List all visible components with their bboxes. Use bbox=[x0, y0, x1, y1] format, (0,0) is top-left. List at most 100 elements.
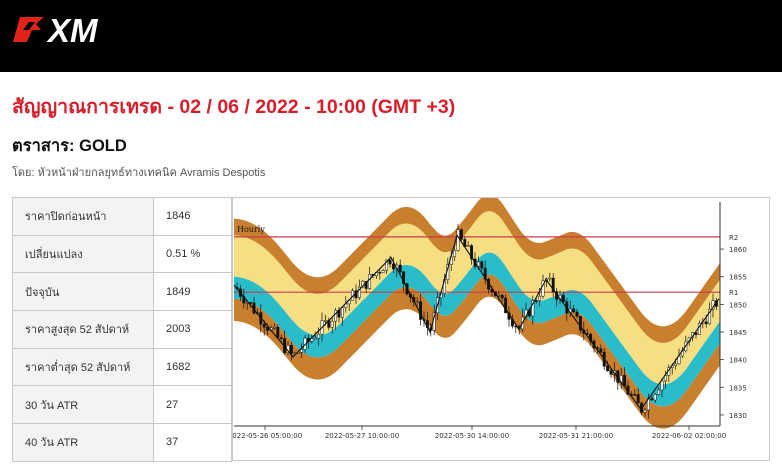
candle bbox=[388, 259, 392, 265]
candle bbox=[317, 333, 321, 339]
x-tick-label: 2022-05-27 10:00:00 bbox=[325, 432, 399, 440]
candle bbox=[276, 326, 280, 338]
stat-value: 2003 bbox=[153, 310, 232, 349]
candle bbox=[504, 297, 508, 314]
candle bbox=[534, 300, 538, 302]
y-tick-label: 1850 bbox=[729, 301, 747, 309]
table-row: ราคาสูงสุด 52 สัปดาห์ 2003 bbox=[12, 310, 232, 349]
table-row: ราคาปิดก่อนหน้า 1846 bbox=[12, 197, 232, 236]
y-tick-label: 1845 bbox=[729, 329, 747, 337]
candle bbox=[330, 320, 334, 328]
candle bbox=[572, 308, 576, 313]
candle bbox=[402, 271, 406, 284]
candle bbox=[289, 345, 293, 354]
zigzag-line bbox=[233, 233, 720, 411]
table-row: 40 วัน ATR 37 bbox=[12, 423, 232, 462]
page-title: สัญญาณการเทรด - 02 / 06 / 2022 - 10:00 (… bbox=[12, 96, 456, 118]
x-tick-label: 2022-05-30 14:00:00 bbox=[435, 432, 509, 440]
candle bbox=[674, 363, 678, 366]
stat-value: 1849 bbox=[153, 272, 232, 312]
candle bbox=[500, 294, 504, 299]
candle bbox=[657, 389, 661, 395]
candle bbox=[381, 270, 385, 273]
candle bbox=[643, 409, 647, 413]
candle bbox=[357, 286, 361, 299]
stat-value: 1846 bbox=[153, 197, 232, 236]
candle bbox=[548, 277, 552, 280]
candle bbox=[340, 307, 344, 318]
inner-upper-band bbox=[234, 233, 720, 385]
table-row: ราคาต่ำสุด 52 สัปดาห์ 1682 bbox=[12, 347, 232, 387]
candle bbox=[459, 229, 463, 240]
candle bbox=[323, 320, 327, 322]
xm-logo[interactable]: XM bbox=[10, 12, 130, 48]
candle bbox=[466, 245, 470, 247]
x-tick-label: 2022-06-02 02:00:00 bbox=[652, 432, 726, 440]
candle bbox=[415, 301, 419, 303]
candle bbox=[653, 394, 657, 401]
candle bbox=[483, 267, 487, 280]
candle bbox=[398, 264, 402, 273]
candle bbox=[456, 229, 460, 251]
stats-table: ราคาปิดก่อนหน้า 1846 เปลี่ยนแปลง 0.51 % … bbox=[12, 197, 232, 462]
stat-label: เปลี่ยนแปลง bbox=[12, 234, 154, 274]
y-tick-label: 1830 bbox=[729, 412, 747, 420]
stat-label: ราคาปิดก่อนหน้า bbox=[12, 197, 154, 236]
author-byline: โดย: หัวหน้าฝ่ายกลยุทธ์ทางเทคนิค Avramis… bbox=[12, 167, 266, 179]
x-tick-label: 2022-05-31 21:00:00 bbox=[539, 432, 613, 440]
teal-band bbox=[234, 252, 720, 407]
candle bbox=[368, 274, 372, 289]
candle bbox=[453, 250, 457, 258]
chart-title: Hourly bbox=[237, 225, 265, 234]
stat-label: ปัจจุบัน bbox=[12, 272, 154, 312]
candle bbox=[470, 245, 474, 260]
candle bbox=[636, 394, 640, 404]
xm-logo-text: XM bbox=[46, 12, 99, 48]
header-bar: XM bbox=[0, 0, 782, 72]
candle bbox=[538, 295, 542, 302]
price-chart: R2 R1 1830 1835 1840 1845 1850 1855 1860 2022-05… bbox=[232, 197, 770, 461]
level-label: R2 bbox=[729, 234, 738, 242]
candle bbox=[480, 261, 484, 269]
y-tick-label: 1840 bbox=[729, 357, 747, 365]
table-row: เปลี่ยนแปลง 0.51 % bbox=[12, 234, 232, 274]
candle bbox=[272, 326, 276, 329]
stat-value: 1682 bbox=[153, 347, 232, 387]
outer-upper-band bbox=[234, 198, 720, 343]
table-row: ปัจจุบัน 1849 bbox=[12, 272, 232, 312]
candle bbox=[300, 349, 304, 353]
candle bbox=[606, 366, 610, 372]
stat-label: ราคาต่ำสุด 52 สัปดาห์ bbox=[12, 347, 154, 387]
candle bbox=[497, 294, 501, 297]
candle bbox=[660, 380, 664, 391]
candle bbox=[266, 326, 270, 331]
candle bbox=[531, 300, 535, 317]
stat-value: 0.51 % bbox=[153, 234, 232, 274]
y-tick-label: 1835 bbox=[729, 384, 747, 392]
candle bbox=[633, 394, 637, 396]
level-label: R1 bbox=[729, 289, 738, 297]
upper-band bbox=[234, 211, 720, 366]
x-tick-label: 2022-05-26 05:00:00 bbox=[233, 432, 302, 440]
instrument-heading: ตราสาร: GOLD bbox=[12, 137, 127, 155]
candle bbox=[378, 272, 382, 274]
candle bbox=[249, 302, 253, 304]
lower-band bbox=[234, 274, 720, 429]
y-tick-label: 1855 bbox=[729, 274, 747, 282]
candle bbox=[704, 321, 708, 325]
candle bbox=[541, 280, 545, 297]
stat-value: 27 bbox=[153, 385, 232, 425]
stat-value: 37 bbox=[153, 423, 232, 462]
candle bbox=[609, 370, 613, 375]
stat-label: 30 วัน ATR bbox=[12, 385, 154, 425]
candle bbox=[575, 311, 579, 317]
candle bbox=[334, 309, 338, 322]
candle bbox=[262, 323, 266, 328]
candle bbox=[708, 309, 712, 325]
candle bbox=[279, 337, 283, 339]
price-chart-svg: R2 R1 1830 1835 1840 1845 1850 1855 1860 2022-05… bbox=[233, 198, 747, 440]
candle bbox=[599, 348, 603, 353]
candle bbox=[551, 277, 555, 292]
stat-label: ราคาสูงสุด 52 สัปดาห์ bbox=[12, 310, 154, 349]
candle bbox=[476, 261, 480, 267]
